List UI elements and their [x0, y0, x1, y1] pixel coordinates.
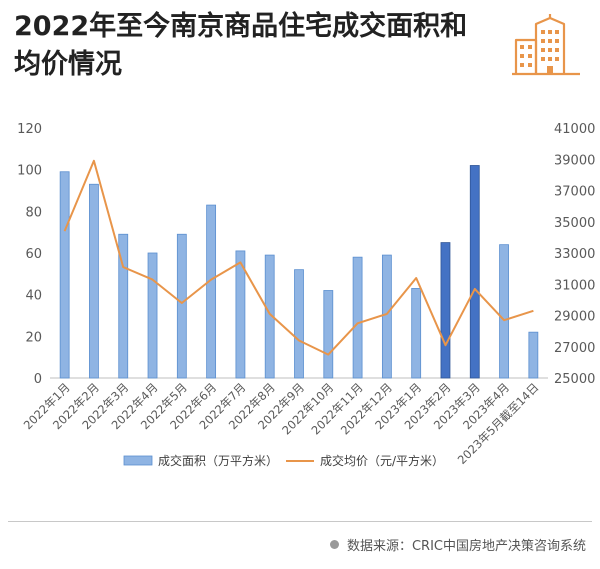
source-text: 数据来源：CRIC中国房地产决策咨询系统	[346, 539, 586, 554]
y-right-tick-label: 39000	[554, 153, 595, 168]
bar-area-4	[147, 252, 158, 379]
bar-area-3	[118, 233, 129, 379]
legend-line-label: 成交均价（元/平方米）	[320, 453, 444, 468]
bullet-icon	[329, 540, 339, 549]
bar-area-6	[206, 204, 217, 379]
divider	[8, 521, 592, 522]
bar-area-5	[176, 233, 187, 379]
bar-area-10	[323, 290, 334, 379]
bar-area-8	[264, 254, 275, 379]
y-left-tick-label: 100	[17, 164, 42, 179]
y-right-tick-label: 29000	[554, 310, 595, 325]
bar-area-17	[528, 331, 539, 379]
bar-area-9	[294, 269, 304, 379]
chart: 0 20 40 60 80 100 120 25000 27000 29000 31000 33000…	[17, 122, 595, 468]
bar-area-1	[59, 171, 70, 379]
y-left-tick-label: 120	[17, 122, 42, 137]
bar-area-14	[440, 242, 451, 379]
legend-bar-label: 成交面积（万平方米）	[158, 453, 278, 468]
bar-area-16	[499, 244, 509, 379]
y-right-tick-label: 31000	[554, 278, 595, 293]
bar-area-12	[381, 254, 392, 379]
legend-bar-swatch	[123, 455, 153, 466]
y-right-tick-label: 27000	[554, 341, 595, 356]
y-left-tick-label: 20	[25, 330, 42, 345]
y-left-tick-label: 80	[25, 205, 42, 220]
source-note: 数据来源：CRIC中国房地产决策咨询系统	[329, 535, 586, 554]
building-icon	[512, 14, 580, 76]
y-right-tick-label: 41000	[554, 122, 595, 137]
bar-area-7	[235, 250, 246, 379]
y-right-tick-label: 37000	[554, 185, 595, 200]
bar-area-13	[411, 288, 422, 379]
y-right-tick-label: 25000	[554, 372, 595, 387]
y-right-tick-label: 35000	[554, 216, 595, 231]
page-title: 2022年至今南京商品住宅成交面积和均价情况	[14, 11, 468, 80]
y-left-tick-label: 0	[34, 372, 42, 387]
bar-area-2	[89, 183, 99, 379]
bar-area-15	[469, 165, 480, 379]
y-left-tick-label: 60	[25, 247, 42, 262]
y-left-tick-label: 40	[25, 289, 42, 304]
y-right-tick-label: 33000	[554, 247, 595, 262]
bar-area-11	[352, 256, 363, 379]
